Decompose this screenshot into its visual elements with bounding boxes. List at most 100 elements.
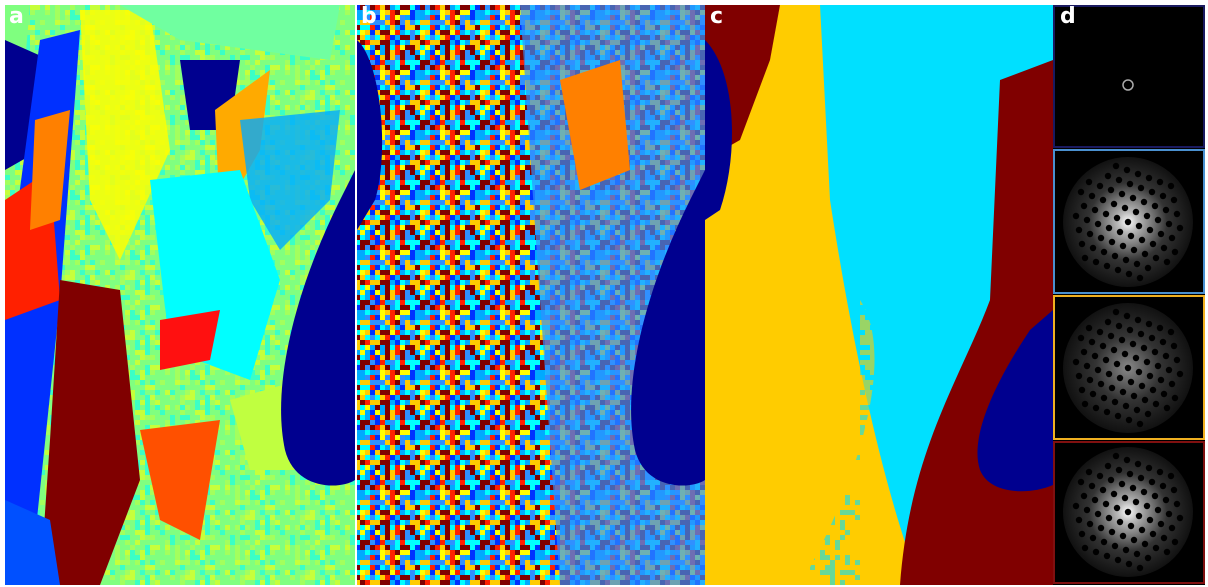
texture: [1085, 178, 1093, 186]
texture: [1083, 362, 1091, 370]
texture: [1100, 538, 1108, 546]
texture: [1115, 466, 1123, 474]
texture: [1121, 204, 1129, 212]
texture: [1104, 462, 1112, 470]
texture: [1110, 346, 1118, 354]
texture: [1138, 382, 1146, 390]
texture: [1146, 372, 1154, 380]
texture: [1125, 270, 1133, 278]
texture: [1119, 388, 1127, 396]
texture: [1165, 220, 1173, 228]
texture: [1170, 486, 1178, 494]
texture: [1119, 532, 1127, 540]
texture: [1127, 378, 1135, 386]
texture: [1115, 322, 1123, 330]
texture: [1122, 546, 1130, 554]
texture: [1129, 194, 1137, 202]
texture: [1096, 182, 1104, 190]
texture: [1171, 248, 1179, 256]
panel-a-map: [5, 5, 355, 585]
texture: [1173, 500, 1181, 508]
texture: [1140, 344, 1148, 352]
texture: [1072, 502, 1080, 510]
texture: [1078, 240, 1086, 248]
texture: [1151, 348, 1159, 356]
texture: [1077, 334, 1085, 342]
texture: [1080, 202, 1088, 210]
texture: [1146, 516, 1154, 524]
texture: [1126, 470, 1134, 478]
texture: [1078, 386, 1086, 394]
texture: [1096, 472, 1104, 480]
texture: [1146, 226, 1154, 234]
texture: [1075, 516, 1083, 524]
texture: [1116, 228, 1124, 236]
texture: [1110, 490, 1118, 498]
texture: [1163, 404, 1171, 412]
texture: [1141, 250, 1149, 258]
texture: [1105, 224, 1113, 232]
texture: [1171, 394, 1179, 402]
texture: [1075, 226, 1083, 234]
texture: [1103, 408, 1111, 416]
texture: [1145, 320, 1153, 328]
texture: [1137, 330, 1145, 338]
texture: [1102, 210, 1110, 218]
texture: [1157, 376, 1165, 384]
texture: [1130, 536, 1138, 544]
texture: [1108, 384, 1116, 392]
texture: [1136, 420, 1144, 428]
texture: [1114, 412, 1122, 420]
texture: [1156, 324, 1164, 332]
texture: [1123, 456, 1131, 464]
texture: [1154, 216, 1162, 224]
texture: [1138, 236, 1146, 244]
texture: [1121, 350, 1129, 358]
texture: [1163, 548, 1171, 556]
texture: [1102, 500, 1110, 508]
texture: [1141, 396, 1149, 404]
texture: [1149, 240, 1157, 248]
texture: [1171, 538, 1179, 546]
texture: [1099, 342, 1107, 350]
texture: [1092, 548, 1100, 556]
texture: [1156, 178, 1164, 186]
texture: [1127, 232, 1135, 240]
texture: [1151, 492, 1159, 500]
texture: [1136, 564, 1144, 572]
texture: [1157, 520, 1165, 528]
texture: [1081, 254, 1089, 262]
texture: [1176, 514, 1184, 522]
texture: [1099, 486, 1107, 494]
texture: [1078, 530, 1086, 538]
texture: [1124, 364, 1132, 372]
texture: [1138, 526, 1146, 534]
texture: [1170, 196, 1178, 204]
texture: [1107, 332, 1115, 340]
texture: [1162, 352, 1170, 360]
texture: [1167, 328, 1175, 336]
texture: [1102, 356, 1110, 364]
texture: [1160, 390, 1168, 398]
texture: [1103, 262, 1111, 270]
texture: [1124, 508, 1132, 516]
texture: [1134, 316, 1142, 324]
texture: [1134, 170, 1142, 178]
texture: [1118, 480, 1126, 488]
texture: [1154, 362, 1162, 370]
texture: [1097, 380, 1105, 388]
texture: [1100, 394, 1108, 402]
texture: [1159, 482, 1167, 490]
texture: [1107, 186, 1115, 194]
texture: [1111, 398, 1119, 406]
texture: [1118, 336, 1126, 344]
texture: [1092, 404, 1100, 412]
texture: [1152, 400, 1160, 408]
texture: [1167, 182, 1175, 190]
texture: [1116, 518, 1124, 526]
texture: [1168, 380, 1176, 388]
texture: [1125, 416, 1133, 424]
texture: [1165, 510, 1173, 518]
texture: [1112, 308, 1120, 316]
texture: [1108, 528, 1116, 536]
